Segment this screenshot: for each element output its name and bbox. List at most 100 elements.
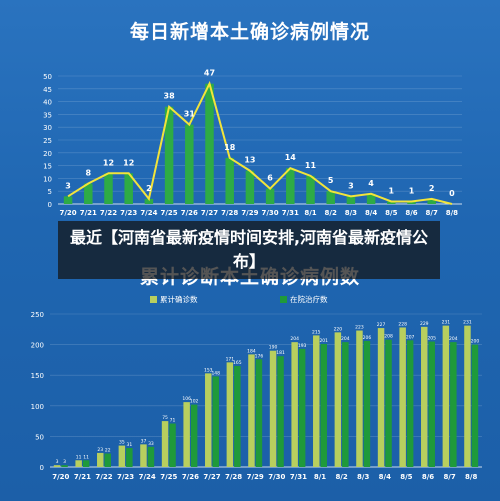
bar-cumulative xyxy=(161,421,169,467)
caption-overlay: 最近【河南省最新疫情时间安排,河南省最新疫情公布】 xyxy=(58,221,440,279)
data-label: 33 xyxy=(148,441,154,447)
y-tick-label: 10 xyxy=(43,175,52,183)
x-tick-label: 8/6 xyxy=(405,209,417,217)
x-tick-label: 7/25 xyxy=(160,473,177,481)
bar-cumulative xyxy=(442,325,450,467)
data-label: 12 xyxy=(123,158,134,167)
data-label: 102 xyxy=(190,399,199,405)
data-label: 2 xyxy=(429,184,435,193)
bar-in-hospital xyxy=(190,404,198,467)
caption-text: 最近【河南省最新疫情时间安排,河南省最新疫情公布】 xyxy=(69,228,429,271)
data-label: 153 xyxy=(204,367,213,373)
bar-in-hospital xyxy=(406,340,414,467)
y-tick-label: 50 xyxy=(35,433,44,441)
trend-line xyxy=(67,80,453,205)
data-label: 3 xyxy=(63,459,66,465)
x-tick-label: 8/2 xyxy=(335,473,347,481)
x-tick-label: 7/31 xyxy=(290,473,307,481)
legend-swatch xyxy=(280,296,287,303)
bar-in-hospital xyxy=(255,359,263,467)
bar-in-hospital xyxy=(277,356,284,467)
bar-in-hospital xyxy=(169,423,176,467)
data-label: 3 xyxy=(348,181,354,190)
bar xyxy=(245,170,255,204)
x-tick-label: 7/20 xyxy=(52,473,69,481)
data-label: 204 xyxy=(449,336,458,342)
bar xyxy=(265,188,275,204)
bar-in-hospital xyxy=(126,448,133,467)
data-label: 31 xyxy=(126,442,132,448)
y-tick-label: 50 xyxy=(43,73,52,81)
x-tick-label: 7/22 xyxy=(100,209,117,217)
data-label: 0 xyxy=(449,189,455,198)
bar-in-hospital xyxy=(385,339,392,467)
data-label: 220 xyxy=(334,326,343,332)
data-label: 3 xyxy=(56,459,59,465)
x-tick-label: 7/22 xyxy=(95,473,112,481)
x-tick-label: 8/4 xyxy=(365,209,377,217)
x-tick-label: 8/6 xyxy=(422,473,434,481)
data-label: 231 xyxy=(463,320,472,326)
x-tick-label: 8/7 xyxy=(443,473,455,481)
data-label: 11 xyxy=(83,454,89,460)
bar-in-hospital xyxy=(147,446,155,467)
y-tick-label: 40 xyxy=(43,99,52,107)
data-label: 18 xyxy=(224,143,236,152)
data-label: 4 xyxy=(368,179,374,188)
x-tick-label: 8/8 xyxy=(446,209,458,217)
data-label: 8 xyxy=(86,169,92,178)
x-tick-label: 8/8 xyxy=(465,473,477,481)
bar xyxy=(164,106,174,204)
bar-in-hospital xyxy=(471,344,479,467)
bar-cumulative xyxy=(291,342,298,467)
bar-in-hospital xyxy=(342,342,349,467)
data-label: 1 xyxy=(409,186,415,195)
y-tick-label: 30 xyxy=(43,124,52,132)
data-label: 2 xyxy=(146,184,152,193)
y-tick-label: 20 xyxy=(43,150,52,158)
data-label: 37 xyxy=(141,438,147,444)
data-label: 11 xyxy=(76,454,82,460)
data-label: 35 xyxy=(119,440,125,446)
bar xyxy=(205,83,214,204)
data-label: 205 xyxy=(427,336,436,342)
bar-in-hospital xyxy=(450,342,457,467)
y-tick-label: 250 xyxy=(31,311,44,319)
data-label: 75 xyxy=(162,415,168,421)
x-tick-label: 7/24 xyxy=(140,209,157,217)
data-label: 165 xyxy=(233,360,242,366)
x-tick-label: 7/25 xyxy=(161,209,178,217)
bar xyxy=(104,173,113,204)
data-label: 184 xyxy=(247,348,256,354)
y-tick-label: 5 xyxy=(48,188,52,196)
y-tick-label: 15 xyxy=(43,163,52,171)
bar xyxy=(124,173,133,204)
x-tick-label: 7/27 xyxy=(203,473,220,481)
x-tick-label: 7/23 xyxy=(120,209,137,217)
data-label: 31 xyxy=(184,110,196,119)
data-label: 22 xyxy=(105,448,111,454)
data-label: 6 xyxy=(267,174,273,183)
x-tick-label: 7/30 xyxy=(262,209,279,217)
bar-cumulative xyxy=(421,326,428,467)
bar-cumulative xyxy=(248,354,255,467)
daily-chart-title: 每日新增本土确诊病例情况 xyxy=(129,21,370,43)
bar-cumulative xyxy=(226,362,234,467)
data-label: 148 xyxy=(211,370,220,376)
data-label: 106 xyxy=(182,396,191,402)
x-tick-label: 8/1 xyxy=(314,473,326,481)
data-label: 181 xyxy=(276,350,285,356)
y-tick-label: 150 xyxy=(31,372,44,380)
data-label: 204 xyxy=(341,336,350,342)
x-tick-label: 7/21 xyxy=(80,209,97,217)
data-label: 207 xyxy=(406,334,415,340)
x-tick-label: 7/28 xyxy=(225,473,242,481)
bar-cumulative xyxy=(334,332,342,467)
data-label: 13 xyxy=(244,156,255,165)
x-tick-label: 8/2 xyxy=(325,209,337,217)
y-tick-label: 0 xyxy=(48,201,52,209)
data-label: 228 xyxy=(398,321,407,327)
x-tick-label: 7/20 xyxy=(60,209,77,217)
bar xyxy=(366,193,376,204)
